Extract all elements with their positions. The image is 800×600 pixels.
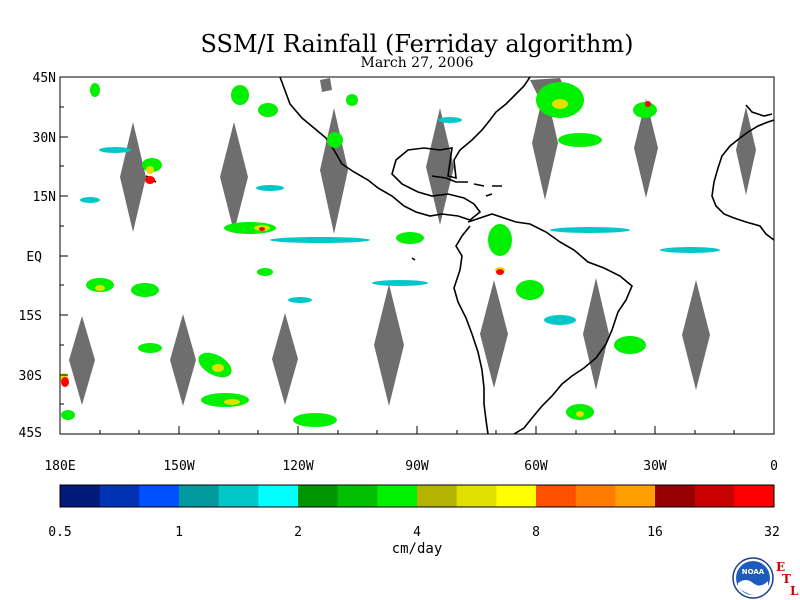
colorbar-swatch bbox=[139, 485, 180, 507]
coastline-south-america bbox=[453, 213, 633, 434]
colorbar-swatch bbox=[734, 485, 775, 507]
swath-gap bbox=[320, 108, 348, 234]
lon-label: 0 bbox=[770, 459, 778, 474]
coastline-caribbean-islands bbox=[431, 175, 502, 197]
colorbar-swatch bbox=[496, 485, 537, 507]
swath-gap bbox=[634, 99, 658, 198]
coastline-galapagos bbox=[411, 257, 416, 261]
lat-labels: 45N 30N 15N EQ 15S 30S 45S bbox=[19, 71, 56, 441]
map-area bbox=[60, 77, 774, 434]
colorbar-swatch bbox=[99, 485, 140, 507]
colorbar-tick-label: 2 bbox=[294, 525, 302, 540]
colorbar-swatch bbox=[218, 485, 259, 507]
rainfall-patches bbox=[60, 82, 720, 427]
rain-heavy-red bbox=[61, 101, 651, 387]
swath-gap bbox=[120, 122, 146, 232]
etl-mark-l: L bbox=[790, 584, 799, 598]
lon-labels: 180E 150W 120W 90W 60W 30W 0 bbox=[44, 459, 778, 474]
colorbar-tick-label: 1 bbox=[175, 525, 183, 540]
colorbar bbox=[60, 485, 775, 507]
etl-mark-e: E bbox=[776, 560, 786, 574]
lon-label: 150W bbox=[163, 459, 194, 474]
swath-gap bbox=[682, 280, 710, 390]
axis-ticks bbox=[59, 76, 775, 435]
swath-gap bbox=[320, 78, 332, 92]
swath-gap bbox=[736, 107, 756, 195]
swath-gap bbox=[480, 280, 508, 388]
noaa-logo: NOAA bbox=[732, 557, 774, 599]
coastline-africa bbox=[711, 119, 774, 241]
colorbar-swatch bbox=[337, 485, 378, 507]
colorbar-tick-label: 4 bbox=[413, 525, 421, 540]
colorbar-swatch bbox=[575, 485, 616, 507]
swath-gap bbox=[220, 122, 248, 232]
lon-label: 120W bbox=[282, 459, 313, 474]
lon-label: 90W bbox=[405, 459, 429, 474]
colorbar-frame bbox=[59, 484, 775, 508]
colorbar-swatch bbox=[258, 485, 299, 507]
colorbar-swatch bbox=[417, 485, 458, 507]
map-title: SSM/I Rainfall (Ferriday algorithm) bbox=[200, 30, 634, 58]
colorbar-swatch bbox=[694, 485, 735, 507]
etl-mark-t: T bbox=[782, 572, 791, 586]
colorbar-ticks: 0.5 1 2 4 8 16 32 bbox=[48, 525, 780, 540]
map-frame bbox=[59, 76, 775, 435]
noaa-logo-text: NOAA bbox=[742, 568, 765, 576]
coastline-europe bbox=[745, 104, 773, 117]
colorbar-swatch bbox=[615, 485, 656, 507]
swath-gap bbox=[374, 284, 404, 406]
lat-label: 15S bbox=[19, 309, 42, 324]
swath-gap bbox=[583, 278, 609, 390]
colorbar-tick-label: 32 bbox=[764, 525, 780, 540]
rain-cyan bbox=[80, 117, 720, 325]
colorbar-swatch bbox=[298, 485, 339, 507]
colorbar-swatch bbox=[377, 485, 418, 507]
colorbar-swatch bbox=[60, 485, 101, 507]
lon-label: 60W bbox=[524, 459, 548, 474]
colorbar-units: cm/day bbox=[391, 541, 443, 557]
swath-gap bbox=[69, 316, 95, 405]
lat-label: 15N bbox=[33, 190, 56, 205]
rain-light-green bbox=[61, 82, 657, 427]
swath-gap bbox=[170, 314, 196, 406]
swath-gap bbox=[272, 313, 298, 405]
lat-label: 30N bbox=[33, 131, 56, 146]
map-date: March 27, 2006 bbox=[360, 55, 474, 71]
coastline-north-america bbox=[279, 77, 531, 221]
coastlines bbox=[145, 77, 774, 434]
colorbar-tick-label: 0.5 bbox=[48, 525, 71, 540]
lat-label: 45S bbox=[19, 426, 42, 441]
colorbar-tick-label: 8 bbox=[532, 525, 540, 540]
colorbar-tick-label: 16 bbox=[647, 525, 663, 540]
colorbar-swatch bbox=[456, 485, 497, 507]
lat-label: EQ bbox=[26, 250, 42, 265]
colorbar-swatch bbox=[179, 485, 220, 507]
lat-label: 30S bbox=[19, 369, 42, 384]
lat-label: 45N bbox=[33, 71, 56, 86]
colorbar-swatch bbox=[655, 485, 696, 507]
lon-label: 180E bbox=[44, 459, 75, 474]
colorbar-swatch bbox=[536, 485, 577, 507]
lon-label: 30W bbox=[643, 459, 667, 474]
